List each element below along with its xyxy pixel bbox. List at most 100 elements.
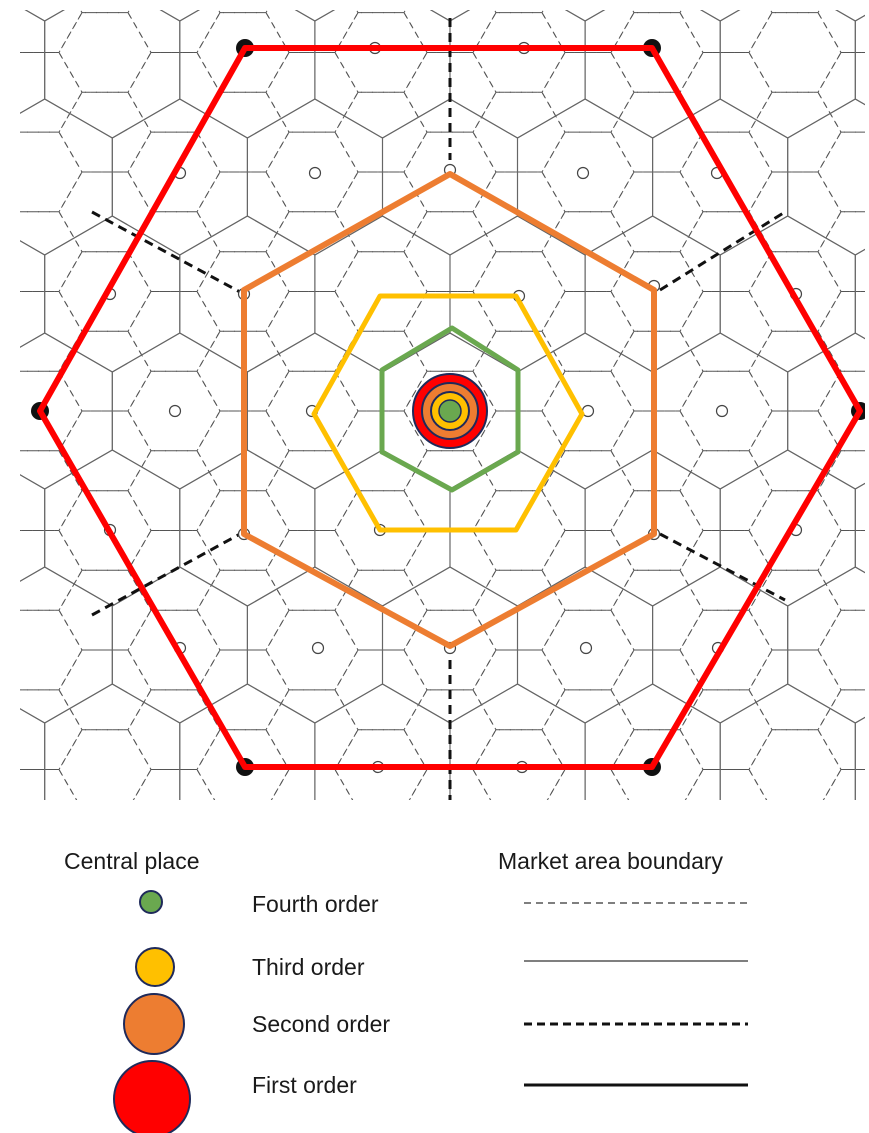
fourth-order-market-boundary xyxy=(0,570,13,650)
fourth-order-symbol xyxy=(139,890,163,914)
second-order-hexagon xyxy=(241,171,657,649)
fourth-order-market-boundary xyxy=(58,729,152,800)
fourth-order-market-boundary xyxy=(0,650,13,730)
third-order-market-boundary xyxy=(584,10,721,139)
fourth-order-market-boundary xyxy=(748,91,842,173)
fourth-order-center xyxy=(438,399,462,423)
fourth-order-market-boundary xyxy=(196,171,290,253)
fourth-order-market-boundary xyxy=(679,689,773,770)
third-order-market-boundary xyxy=(179,10,316,139)
fourth-order-market-boundary xyxy=(197,809,289,889)
second-order-label: Second order xyxy=(252,1011,391,1037)
fourth-order-market-boundary xyxy=(748,569,842,651)
fourth-order-market-boundary xyxy=(817,689,865,770)
third-order-market-boundary xyxy=(314,10,451,139)
lower-order-place xyxy=(168,404,182,418)
third-order-market-boundary xyxy=(854,14,865,106)
fourth-order-hexagon xyxy=(379,325,521,493)
third-order-market-boundary xyxy=(854,248,865,340)
third-order-market-boundary xyxy=(700,10,741,22)
fourth-order-market-boundary xyxy=(748,490,842,571)
third-order-market-boundary xyxy=(653,801,788,957)
fourth-order-market-boundary xyxy=(541,52,635,133)
fourth-order-market-boundary xyxy=(817,211,865,292)
fourth-order-market-boundary xyxy=(403,52,497,133)
fourth-order-market-boundary xyxy=(334,91,428,173)
fourth-order-market-boundary xyxy=(546,769,630,800)
fourth-order-market-boundary xyxy=(493,10,545,14)
central-place-marker xyxy=(412,373,488,449)
third-order-market-boundary xyxy=(564,10,606,22)
fourth-order-market-boundary xyxy=(748,12,842,93)
fourth-order-market-boundary xyxy=(631,10,683,14)
fourth-order-market-boundary xyxy=(196,649,290,731)
second-order-market-boundary xyxy=(91,210,241,294)
fourth-order-market-boundary xyxy=(610,251,704,332)
fourth-order-market-boundary xyxy=(684,769,768,800)
third-order-hexagon xyxy=(311,293,585,533)
third-order-market-boundary xyxy=(314,683,451,800)
fourth-order-market-boundary xyxy=(679,450,773,531)
legend-symbols xyxy=(113,890,748,1133)
fourth-order-market-boundary xyxy=(334,649,428,731)
fourth-order-market-boundary xyxy=(748,729,842,800)
fourth-order-market-boundary xyxy=(817,52,865,133)
third-order-market-boundary xyxy=(719,10,856,139)
lower-order-place xyxy=(576,166,590,180)
fourth-order-market-boundary xyxy=(472,91,566,173)
third-order-market-boundary xyxy=(787,566,865,724)
fourth-order-market-boundary xyxy=(127,291,221,372)
first-order-symbol xyxy=(113,1060,191,1133)
fourth-order-market-boundary xyxy=(58,330,152,412)
fourth-order-market-boundary xyxy=(817,131,865,213)
fourth-order-market-boundary xyxy=(79,10,131,14)
fourth-order-market-boundary xyxy=(58,410,152,492)
lower-order-place xyxy=(715,404,729,418)
fourth-order-market-boundary xyxy=(817,609,865,691)
fourth-order-market-boundary xyxy=(748,251,842,332)
fourth-order-market-boundary xyxy=(20,211,83,292)
fourth-order-market-boundary xyxy=(679,291,773,372)
fourth-order-market-boundary xyxy=(58,91,152,173)
third-order-market-boundary xyxy=(518,801,653,957)
fourth-order-market-boundary xyxy=(58,490,152,571)
fourth-order-market-boundary xyxy=(132,769,216,800)
third-order-market-boundary xyxy=(294,10,336,22)
third-order-market-boundary xyxy=(383,801,518,957)
fourth-order-market-boundary xyxy=(265,609,359,691)
fourth-order-market-boundary xyxy=(127,689,221,770)
first-order-label: First order xyxy=(252,1072,357,1098)
second-order-market-boundary xyxy=(659,210,786,292)
fourth-order-market-boundary xyxy=(58,569,152,651)
fourth-order-market-boundary xyxy=(196,490,290,571)
fourth-order-market-boundary xyxy=(541,131,635,213)
fourth-order-market-boundary xyxy=(610,91,704,173)
fourth-order-market-boundary xyxy=(817,10,865,53)
fourth-order-market-boundary xyxy=(20,52,83,133)
fourth-order-market-boundary xyxy=(217,10,269,14)
fourth-order-market-boundary xyxy=(270,769,354,800)
first-order-hexagon xyxy=(37,45,863,770)
fourth-order-market-boundary xyxy=(0,491,13,571)
fourth-order-market-boundary xyxy=(679,10,773,53)
fourth-order-market-boundary xyxy=(20,769,78,800)
fourth-order-market-boundary xyxy=(541,10,635,53)
fourth-order-market-boundary xyxy=(0,730,13,810)
fourth-order-market-boundary xyxy=(748,649,842,731)
third-order-market-boundary xyxy=(20,98,113,256)
fourth-order-market-boundary xyxy=(817,450,865,531)
fourth-order-market-boundary xyxy=(610,171,704,253)
third-order-market-boundary xyxy=(24,10,65,22)
fourth-order-market-boundary xyxy=(541,689,635,770)
central-place-legend-title: Central place xyxy=(64,848,200,874)
third-order-symbol xyxy=(135,947,175,987)
fourth-order-market-boundary xyxy=(472,12,566,93)
fourth-order-market-boundary xyxy=(472,569,566,651)
third-order-market-boundary xyxy=(788,801,869,957)
third-order-market-boundary xyxy=(20,10,46,114)
fourth-order-market-boundary xyxy=(0,172,13,252)
third-order-market-boundary xyxy=(719,683,856,800)
fourth-order-market-boundary xyxy=(335,809,427,889)
fourth-order-market-boundary xyxy=(196,251,290,332)
fourth-order-market-boundary xyxy=(58,12,152,93)
